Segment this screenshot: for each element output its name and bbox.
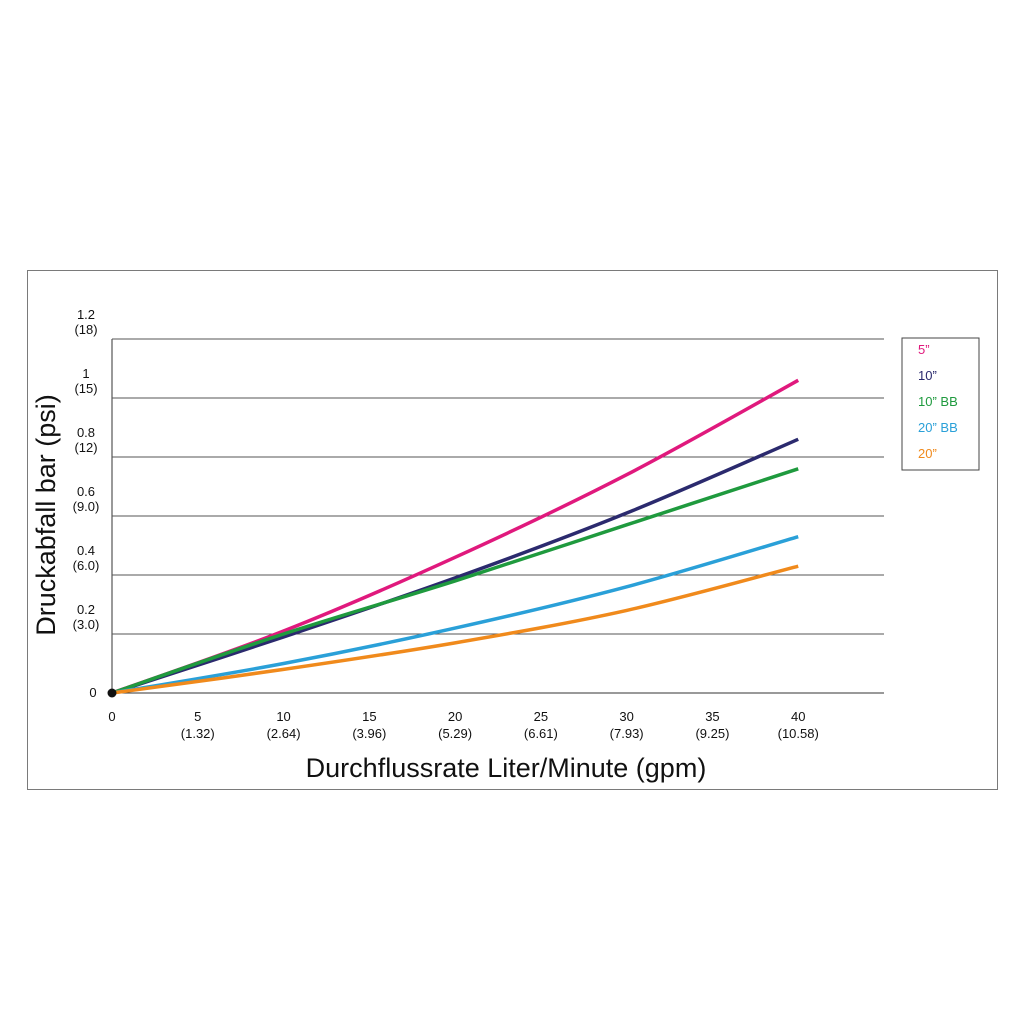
y-tick-sublabel: (9.0) — [73, 499, 100, 514]
x-tick-sublabel: (1.32) — [181, 726, 215, 741]
y-tick-sublabel: (15) — [74, 381, 97, 396]
series-lines — [107, 378, 800, 698]
legend-entry: 20” — [918, 446, 937, 461]
x-axis-title: Durchflussrate Liter/Minute (gpm) — [306, 753, 707, 783]
x-tick-sublabel: (10.58) — [778, 726, 819, 741]
x-tick-sublabel: (6.61) — [524, 726, 558, 741]
x-tick-label: 10 — [276, 709, 290, 724]
series-line-1 — [111, 378, 800, 695]
y-tick-label: 1.2 — [77, 307, 95, 322]
y-tick-sublabel: (6.0) — [73, 558, 100, 573]
x-tick-sublabel: (9.25) — [695, 726, 729, 741]
legend: 5” 10” 10” BB 20” BB 20” — [901, 337, 980, 471]
origin-dot — [107, 688, 117, 698]
x-tick-sublabel: (7.93) — [610, 726, 644, 741]
legend-entry: 5” — [918, 342, 930, 357]
legend-box — [901, 337, 980, 471]
y-tick-label: 1 — [82, 366, 89, 381]
x-tick-label: 40 — [791, 709, 805, 724]
x-tick-label: 35 — [705, 709, 719, 724]
y-tick-label: 0.4 — [77, 543, 95, 558]
y-tick-sublabel: (18) — [74, 322, 97, 337]
y-axis-title: Druckabfall bar (psi) — [31, 394, 61, 636]
x-axis-ticks: 0 5 (1.32) 10 (2.64) 15 (3.96) 20 (5.29) 25 (6.61)… — [108, 709, 818, 741]
legend-entry: 10” — [918, 368, 937, 383]
series-line-5 — [111, 564, 799, 695]
x-tick-label: 0 — [108, 709, 115, 724]
chart-frame — [27, 270, 998, 790]
y-tick-sublabel: (3.0) — [73, 617, 100, 632]
x-tick-label: 15 — [362, 709, 376, 724]
x-tick-label: 5 — [194, 709, 201, 724]
legend-entry: 10” BB — [918, 394, 958, 409]
x-tick-sublabel: (5.29) — [438, 726, 472, 741]
x-tick-sublabel: (2.64) — [267, 726, 301, 741]
y-tick-label: 0.2 — [77, 602, 95, 617]
x-tick-label: 30 — [619, 709, 633, 724]
legend-entry: 20” BB — [918, 420, 958, 435]
grid-lines — [111, 338, 884, 694]
series-line-4 — [111, 534, 799, 695]
series-line-3 — [111, 467, 799, 695]
x-tick-label: 20 — [448, 709, 462, 724]
y-tick-sublabel: (12) — [74, 440, 97, 455]
x-tick-sublabel: (3.96) — [352, 726, 386, 741]
x-tick-label: 25 — [534, 709, 548, 724]
y-tick-label: 0 — [89, 685, 96, 700]
series-line-2 — [111, 437, 799, 695]
y-axis-ticks: 0 0.2(3.0) 0.4(6.0) 0.6(9.0) 0.8(12) 1(15) 1.2… — [73, 307, 100, 700]
y-tick-label: 0.6 — [77, 484, 95, 499]
y-tick-label: 0.8 — [77, 425, 95, 440]
